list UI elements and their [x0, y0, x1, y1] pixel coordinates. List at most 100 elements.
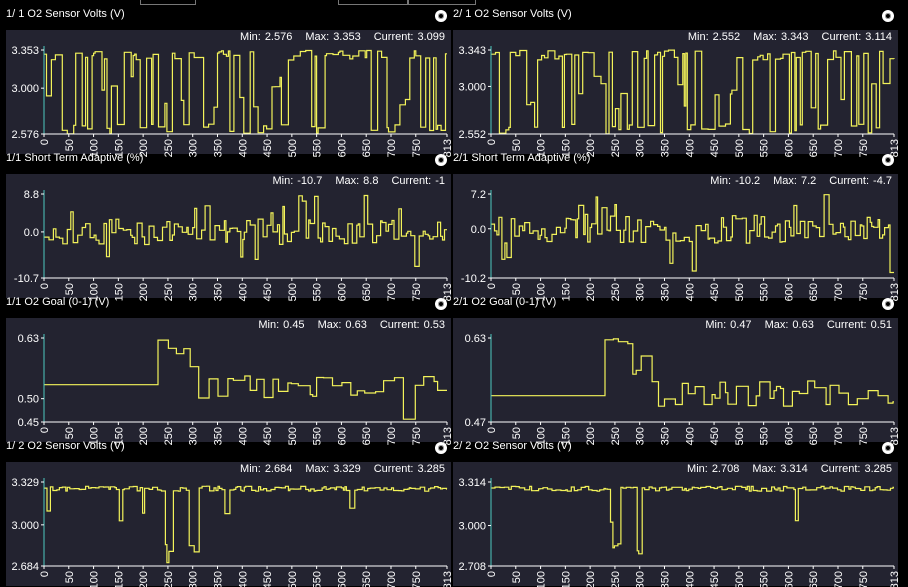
x-tick-label: 750 — [858, 571, 870, 587]
x-tick-label: 0 — [39, 139, 51, 145]
stat-min: Min: -10.7 — [272, 175, 322, 187]
graph-panel[interactable]: Min: 2.552 Max: 3.343 Current: 3.114 3.343 3.00… — [453, 30, 901, 157]
x-tick-label: 813 — [889, 139, 901, 157]
top-tab-2[interactable] — [338, 0, 408, 5]
x-tick-label: 500 — [734, 427, 746, 445]
graph-panel[interactable]: Min: -10.7 Max: 8.8 Current: -1 8.8 0.0 -10.7 0 50… — [6, 174, 454, 301]
graph-stats: Min: 2.552 Max: 3.343 Current: 3.114 — [675, 31, 892, 43]
x-tick-label: 650 — [361, 571, 373, 587]
graph-options-icon[interactable] — [435, 442, 447, 454]
stat-current-value: -1 — [435, 175, 445, 187]
x-tick-label: 500 — [734, 571, 746, 587]
top-tab-3[interactable] — [408, 0, 476, 5]
stat-current: Current: 0.51 — [827, 319, 892, 331]
x-tick-label: 100 — [89, 427, 101, 445]
x-tick-label: 813 — [889, 427, 901, 445]
x-tick-label: 250 — [163, 427, 175, 445]
graph-options-icon[interactable] — [882, 10, 894, 22]
graph-panel[interactable]: Min: 2.576 Max: 3.353 Current: 3.099 3.353 3.00… — [6, 30, 454, 157]
stat-current-label: Current: — [373, 463, 414, 475]
graph-panel[interactable]: Min: 0.47 Max: 0.63 Current: 0.51 0.63 0.47 0 50 1… — [453, 318, 901, 445]
stat-min-value: -10.2 — [735, 175, 761, 187]
graph-title: 1/ 1 O2 Sensor Volts (V) — [6, 8, 125, 20]
stat-current-label: Current: — [391, 175, 432, 187]
x-tick-label: 0 — [39, 283, 51, 289]
x-tick-label: 150 — [560, 427, 572, 445]
stat-max: Max: 3.329 — [305, 463, 360, 475]
x-tick-label: 350 — [660, 427, 672, 445]
stat-current: Current: 3.285 — [821, 463, 892, 475]
data-line — [491, 194, 894, 274]
stat-min: Min: 2.684 — [240, 463, 292, 475]
x-tick-label: 250 — [610, 139, 622, 157]
stat-max-label: Max: — [335, 175, 360, 187]
x-tick-label: 150 — [560, 571, 572, 587]
stat-current: Current: 0.53 — [380, 319, 445, 331]
graph-options-icon[interactable] — [882, 154, 894, 166]
stat-max: Max: 3.314 — [752, 463, 807, 475]
x-tick-label: 50 — [511, 283, 523, 295]
x-tick-label: 400 — [237, 427, 249, 445]
x-tick-label: 650 — [808, 139, 820, 157]
stat-max-value: 8.8 — [363, 175, 379, 187]
x-tick-label: 700 — [386, 283, 398, 301]
x-tick-label: 813 — [442, 427, 454, 445]
x-tick-label: 150 — [113, 427, 125, 445]
x-tick-label: 50 — [64, 139, 76, 151]
x-tick-label: 350 — [660, 139, 672, 157]
y-tick-label: 2.576 — [11, 129, 39, 141]
stat-current: Current: -1 — [391, 175, 445, 187]
graph-panel[interactable]: Min: -10.2 Max: 7.2 Current: -4.7 7.2 0.0 -10.2 0… — [453, 174, 901, 301]
graph-options-icon[interactable] — [435, 154, 447, 166]
x-tick-label: 750 — [858, 283, 870, 301]
x-tick-label: 300 — [635, 571, 647, 587]
graph-panel[interactable]: Min: 2.684 Max: 3.329 Current: 3.285 3.329 3.00… — [6, 462, 454, 587]
stat-current: Current: 3.114 — [822, 31, 892, 43]
x-tick-label: 700 — [833, 283, 845, 301]
x-tick-label: 550 — [759, 283, 771, 301]
graph-title: 2/ 1 O2 Sensor Volts (V) — [453, 8, 572, 20]
graph-options-icon[interactable] — [882, 442, 894, 454]
x-tick-label: 0 — [486, 427, 498, 433]
graph-options-icon[interactable] — [882, 298, 894, 310]
stat-max: Max: 0.63 — [318, 319, 367, 331]
graph-title: 1/1 Short Term Adaptive (%) — [6, 152, 144, 164]
x-tick-label: 350 — [213, 427, 225, 445]
x-tick-label: 650 — [808, 283, 820, 301]
x-tick-label: 300 — [188, 427, 200, 445]
x-tick-label: 813 — [442, 139, 454, 157]
stat-max-label: Max: — [752, 463, 777, 475]
x-tick-label: 200 — [138, 139, 150, 157]
x-tick-label: 200 — [585, 139, 597, 157]
x-tick-label: 600 — [783, 571, 795, 587]
stat-current: Current: -4.7 — [829, 175, 892, 187]
stat-current-label: Current: — [821, 31, 862, 43]
x-tick-label: 200 — [585, 283, 597, 301]
x-tick-label: 100 — [536, 283, 548, 301]
x-tick-label: 50 — [511, 139, 523, 151]
stat-max: Max: 7.2 — [773, 175, 816, 187]
x-tick-label: 750 — [411, 139, 423, 157]
stat-max-label: Max: — [764, 319, 789, 331]
y-tick-label: 3.000 — [11, 520, 39, 532]
x-tick-label: 150 — [560, 283, 572, 301]
x-tick-label: 250 — [610, 571, 622, 587]
x-tick-label: 600 — [336, 427, 348, 445]
x-tick-label: 550 — [759, 427, 771, 445]
graph-options-icon[interactable] — [435, 298, 447, 310]
graph-options-icon[interactable] — [435, 10, 447, 22]
stat-min-value: 2.684 — [264, 463, 293, 475]
x-tick-label: 550 — [312, 571, 324, 587]
x-tick-label: 100 — [89, 571, 101, 587]
graph-panel[interactable]: Min: 2.708 Max: 3.314 Current: 3.285 3.314 3.00… — [453, 462, 901, 587]
data-line — [44, 194, 447, 268]
graph-panel[interactable]: Min: 0.45 Max: 0.63 Current: 0.53 0.63 0.50 0.45… — [6, 318, 454, 445]
x-tick-label: 550 — [759, 571, 771, 587]
graph-stats: Min: -10.2 Max: 7.2 Current: -4.7 — [697, 175, 892, 187]
stat-min-label: Min: — [272, 175, 294, 187]
top-tab-1[interactable] — [140, 0, 196, 5]
x-tick-label: 500 — [287, 283, 299, 301]
stat-max-label: Max: — [305, 463, 330, 475]
data-line — [491, 49, 895, 135]
